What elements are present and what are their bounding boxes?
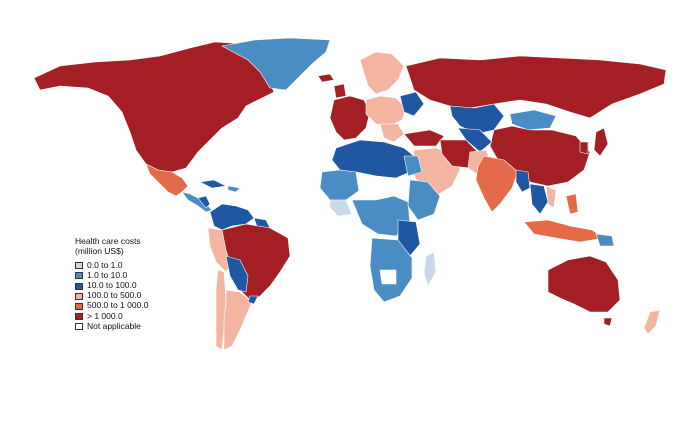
legend-items: 0.0 to 1.0 1.0 to 10.0 10.0 to 100.0 100.0 … (75, 259, 148, 332)
central-europe (365, 95, 407, 127)
madagascar (423, 251, 437, 287)
legend-item: 100.0 to 500.0 (75, 291, 148, 301)
horn-of-africa (407, 179, 441, 221)
japan (593, 127, 609, 157)
legend-label: 100.0 to 500.0 (87, 290, 142, 301)
colombia-venezuela (209, 203, 255, 231)
legend-item: 10.0 to 100.0 (75, 280, 148, 291)
north-africa (331, 139, 415, 179)
scandinavia (359, 51, 405, 95)
central-america (181, 191, 213, 213)
west-africa-coast (329, 199, 353, 217)
caribbean-cuba (199, 179, 227, 189)
bolivia-paraguay (225, 255, 249, 293)
legend-item: 500.0 to 1 000.0 (75, 301, 148, 311)
legend-swatch (75, 302, 83, 310)
legend-title-line1: Health care costs (75, 236, 141, 246)
legend-swatch (75, 323, 83, 331)
greenland (221, 37, 331, 91)
russia (405, 55, 667, 119)
north-america (33, 41, 275, 173)
egypt (403, 155, 423, 177)
legend-title: Health care costs (million US$) (75, 236, 148, 257)
map-legend: Health care costs (million US$) 0.0 to 1… (75, 236, 148, 332)
legend-title-line2: (million US$) (75, 245, 124, 256)
sahel (355, 171, 393, 201)
iceland (317, 73, 335, 83)
tasmania (603, 317, 613, 327)
india (475, 155, 519, 213)
new-zealand (643, 309, 661, 335)
legend-label: 500.0 to 1 000.0 (87, 300, 149, 311)
uruguay (247, 295, 259, 305)
bangladesh-myanmar (515, 169, 531, 193)
western-europe (329, 95, 371, 141)
legend-swatch (75, 262, 83, 270)
mongolia (509, 109, 557, 131)
eastern-europe-blue (399, 91, 425, 117)
chile (215, 269, 227, 351)
balkans (379, 123, 405, 143)
legend-label: Not applicable (87, 320, 141, 331)
philippines (565, 193, 579, 215)
australia (547, 255, 621, 313)
central-america-south (197, 195, 211, 209)
indonesia (523, 219, 605, 243)
legend-item: > 1 000.0 (75, 311, 148, 321)
southeast-asia (529, 183, 549, 215)
southern-africa-na (379, 269, 397, 285)
legend-swatch (75, 313, 83, 321)
central-asia (457, 127, 493, 153)
west-africa (319, 169, 361, 201)
uk-ireland (333, 83, 347, 99)
papua-new-guinea (595, 233, 615, 247)
caribbean-islands (227, 185, 241, 193)
legend-item: Not applicable (75, 320, 148, 332)
korea (579, 141, 589, 155)
legend-item: 1.0 to 10.0 (75, 269, 148, 281)
argentina (223, 289, 253, 351)
turkey (403, 129, 445, 147)
legend-swatch (75, 272, 83, 280)
vietnam (545, 185, 557, 209)
legend-label: > 1 000.0 (87, 310, 123, 321)
legend-label: 1.0 to 10.0 (87, 269, 128, 280)
legend-swatch (75, 282, 83, 290)
legend-swatch (75, 292, 83, 300)
legend-label: 0.0 to 1.0 (87, 259, 123, 270)
legend-label: 10.0 to 100.0 (87, 280, 137, 291)
legend-item: 0.0 to 1.0 (75, 259, 148, 271)
